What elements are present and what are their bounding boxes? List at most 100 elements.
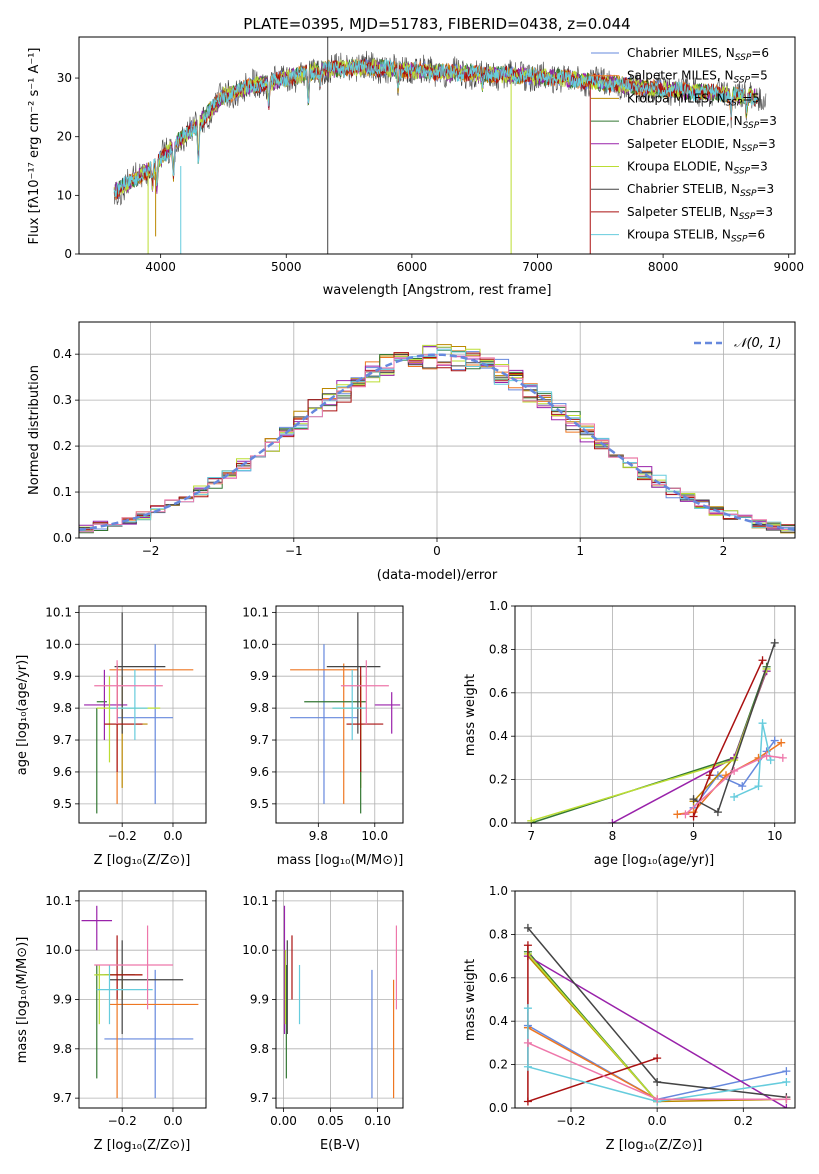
y-tick-label: 10.0 (242, 943, 269, 957)
weight-point-marker (770, 736, 779, 745)
x-tick-label: −1 (285, 544, 303, 558)
y-tick-label: 9.9 (53, 993, 72, 1007)
weight-point-marker (653, 1095, 662, 1104)
y-tick-label: 9.6 (250, 765, 269, 779)
y-tick-label: 0.8 (489, 642, 508, 656)
x-tick-label: 7000 (522, 260, 553, 274)
normal-reference-curve (79, 353, 795, 532)
x-tick-label: 0.0 (648, 1114, 667, 1128)
error-bars (84, 612, 194, 814)
y-tick-label: 10.1 (242, 894, 269, 908)
weight-point-marker (523, 941, 532, 950)
x-axis-label: wavelength [Angstrom, rest frame] (323, 283, 552, 298)
x-axis-label: E(B-V) (320, 1138, 360, 1153)
y-tick-label: 9.8 (250, 701, 269, 715)
mass-vs-extinction-panel: 0.00 0.05 0.10 9.7 9.8 9.9 10.0 10.1 E(B-V) (242, 890, 404, 1153)
y-tick-label: 0.4 (489, 1014, 508, 1028)
y-tick-label: 20 (57, 130, 72, 144)
y-axis-label: mass [log₁₀(M/M⊙)] (15, 937, 30, 1064)
x-tick-label: 9 (690, 829, 698, 843)
weight-point-marker (770, 638, 779, 647)
spectrum-panel: 4000 5000 6000 7000 8000 9000 0 10 20 30 Chabrier … (27, 15, 804, 298)
x-tick-label: 0.2 (734, 1114, 753, 1128)
legend-label: Salpeter ELODIE, NSSP=3 (627, 137, 776, 154)
residuals-panel: −2 −1 0 1 2 0.0 0.1 0.2 0.3 0.4 Normed distributio… (27, 321, 796, 583)
weight-point-marker (730, 766, 739, 775)
x-tick-label: 10.0 (361, 829, 388, 843)
y-tick-label: 0.2 (489, 1058, 508, 1072)
y-tick-label: 0.6 (489, 686, 508, 700)
y-tick-label: 0.2 (53, 439, 72, 453)
axes-frame (78, 321, 796, 539)
weight-point-marker (782, 1095, 791, 1104)
x-tick-label: −2 (142, 544, 160, 558)
legend-label: Chabrier MILES, NSSP=6 (627, 46, 769, 63)
y-tick-label: 9.9 (250, 993, 269, 1007)
weight-vs-metallicity-panel: −0.2 0.0 0.2 0.0 0.2 0.4 0.6 0.8 1.0 mass weight Z… (463, 884, 796, 1153)
weight-point-marker (653, 1077, 662, 1086)
y-tick-label: 9.5 (53, 797, 72, 811)
y-tick-label: 10.0 (242, 637, 269, 651)
y-tick-label: 0.1 (53, 485, 72, 499)
y-tick-label: 9.7 (250, 1091, 269, 1105)
weight-point-marker (778, 753, 787, 762)
weight-point-marker (705, 771, 714, 780)
y-tick-label: 9.7 (250, 733, 269, 747)
axes-frame (275, 605, 404, 824)
x-tick-label: 1 (576, 544, 584, 558)
y-tick-label: 9.9 (53, 669, 72, 683)
x-tick-label: 0 (433, 544, 441, 558)
legend-label: Kroupa ELODIE, NSSP=3 (627, 160, 768, 177)
y-tick-label: 10.1 (45, 605, 72, 619)
y-tick-label: 1.0 (489, 884, 508, 898)
y-axis-label: Flux [fλ10⁻¹⁷ erg cm⁻² s⁻¹ A⁻¹] (27, 48, 42, 245)
x-tick-label: 6000 (397, 260, 428, 274)
weight-lines (523, 923, 791, 1108)
weight-point-marker (782, 1067, 791, 1076)
legend-label: Chabrier STELIB, NSSP=3 (627, 182, 774, 199)
axes-frame (275, 890, 404, 1109)
chart-title: PLATE=0395, MJD=51783, FIBERID=0438, z=0… (243, 15, 630, 33)
y-tick-label: 0.0 (489, 816, 508, 830)
y-tick-label: 9.9 (250, 669, 269, 683)
weight-point-marker (523, 1004, 532, 1013)
weight-point-marker (762, 751, 771, 760)
y-tick-label: 9.6 (53, 765, 72, 779)
y-tick-label: 9.8 (53, 1042, 72, 1056)
x-axis-label: Z [log₁₀(Z/Z⊙)] (606, 1138, 703, 1153)
weight-point-marker (523, 923, 532, 932)
weight-series-line (684, 754, 783, 815)
weight-point-marker (523, 1097, 532, 1106)
weight-point-marker (653, 1054, 662, 1063)
x-tick-label: 2 (720, 544, 728, 558)
weight-series-line (527, 953, 658, 1102)
x-axis-label: age [log₁₀(age/yr)] (594, 853, 715, 868)
x-axis-label: (data-model)/error (377, 568, 498, 583)
x-axis-label: Z [log₁₀(Z/Z⊙)] (94, 1138, 191, 1153)
x-axis-label: Z [log₁₀(Z/Z⊙)] (94, 853, 191, 868)
error-bars (290, 612, 401, 814)
spectrum-legend: Chabrier MILES, NSSP=6 Salpeter MILES, NS… (591, 46, 777, 245)
weight-point-marker (730, 792, 739, 801)
x-tick-label: 0.05 (317, 1114, 344, 1128)
axes-frame (514, 890, 796, 1109)
x-tick-label: 8 (609, 829, 617, 843)
age-vs-metallicity-panel: −0.2 0.0 9.5 9.6 9.7 9.8 9.9 10.0 10.1 age [log₁₀… (15, 605, 207, 868)
error-bars (283, 905, 398, 1099)
y-tick-label: 0.6 (489, 971, 508, 985)
y-axis-label: Normed distribution (27, 365, 42, 495)
x-tick-label: 5000 (271, 260, 302, 274)
x-tick-label: 0.0 (163, 1114, 182, 1128)
y-tick-label: 1.0 (489, 599, 508, 613)
y-tick-label: 10.1 (242, 605, 269, 619)
y-tick-label: 10 (57, 188, 72, 202)
y-tick-label: 9.5 (250, 797, 269, 811)
y-tick-label: 10.1 (45, 894, 72, 908)
y-tick-label: 9.7 (53, 1091, 72, 1105)
x-tick-label: 9.8 (309, 829, 328, 843)
axes-frame (78, 890, 207, 1109)
age-vs-mass-panel: 9.8 10.0 9.5 9.6 9.7 9.8 9.9 10.0 10.1 mass [log₁… (242, 605, 404, 868)
weight-series-line (733, 723, 772, 798)
legend-label: Salpeter STELIB, NSSP=3 (627, 205, 773, 222)
y-tick-label: 0.4 (489, 729, 508, 743)
